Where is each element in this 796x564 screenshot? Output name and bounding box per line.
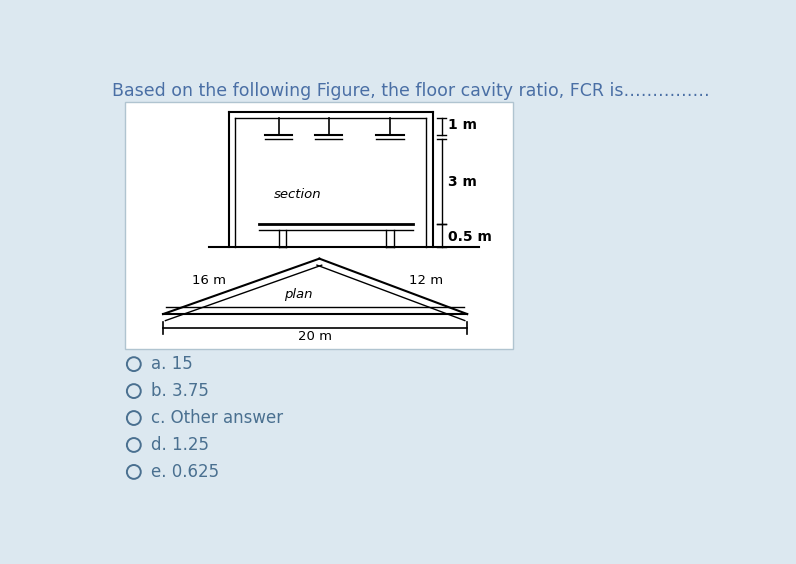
Text: 0.5 m: 0.5 m <box>448 230 492 244</box>
Text: 12 m: 12 m <box>408 274 443 287</box>
Text: 1 m: 1 m <box>448 118 477 132</box>
Text: a. 15: a. 15 <box>150 355 193 373</box>
Text: section: section <box>274 188 322 201</box>
Text: e. 0.625: e. 0.625 <box>150 463 219 481</box>
Text: 20 m: 20 m <box>298 331 332 343</box>
Text: 16 m: 16 m <box>192 274 226 287</box>
Text: b. 3.75: b. 3.75 <box>150 382 209 400</box>
Text: d. 1.25: d. 1.25 <box>150 436 209 454</box>
Text: plan: plan <box>283 288 312 301</box>
Text: Based on the following Figure, the floor cavity ratio, FCR is……………: Based on the following Figure, the floor… <box>112 82 710 99</box>
FancyBboxPatch shape <box>125 102 513 349</box>
Text: 3 m: 3 m <box>448 175 477 188</box>
Text: c. Other answer: c. Other answer <box>150 409 283 427</box>
